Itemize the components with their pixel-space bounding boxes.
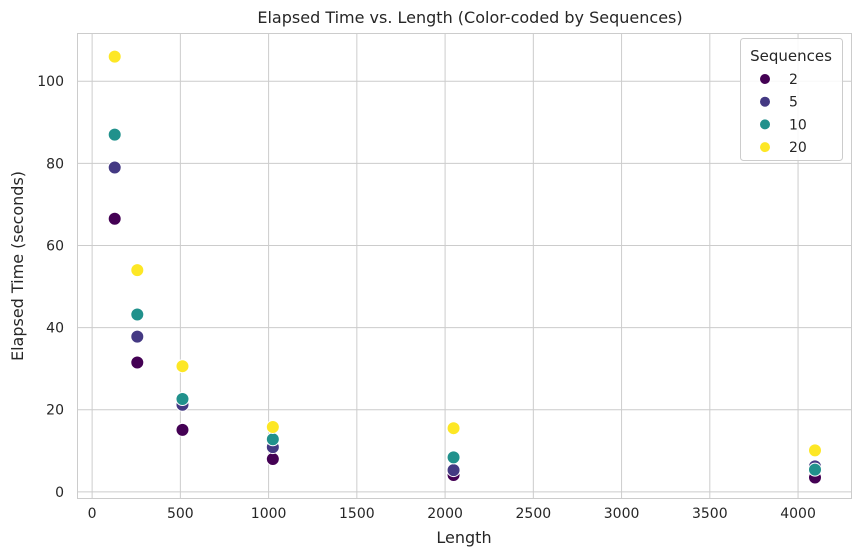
x-tick-label: 0 — [88, 506, 97, 522]
data-point — [130, 307, 145, 322]
y-tick-label: 20 — [46, 403, 64, 419]
legend-marker — [759, 118, 771, 131]
legend-label: 10 — [789, 117, 807, 133]
data-point — [265, 432, 280, 447]
data-point — [107, 127, 122, 142]
legend: Sequences 2 5 10 20 — [740, 38, 843, 161]
y-tick-label: 80 — [46, 156, 64, 172]
x-tick-label: 2500 — [516, 506, 552, 522]
y-tick-label: 0 — [55, 485, 64, 501]
data-point — [807, 443, 822, 458]
data-point — [130, 263, 145, 278]
data-point — [265, 419, 280, 434]
x-tick-label: 500 — [167, 506, 194, 522]
data-point — [107, 211, 122, 226]
x-axis-ticks: 0 500 1000 1500 2000 2500 3000 3500 4000 — [88, 506, 816, 522]
x-axis-label: Length — [436, 528, 491, 547]
data-point — [107, 49, 122, 64]
plot-area-frame — [77, 33, 852, 499]
data-point — [130, 329, 145, 344]
x-tick-label: 3500 — [692, 506, 728, 522]
data-point — [446, 463, 461, 478]
y-tick-label: 40 — [46, 321, 64, 337]
x-tick-label: 4000 — [780, 506, 816, 522]
y-tick-label: 60 — [46, 238, 64, 254]
y-axis-label: Elapsed Time (seconds) — [8, 171, 27, 361]
y-tick-label: 100 — [37, 74, 64, 90]
legend-marker — [759, 95, 771, 108]
data-point — [446, 421, 461, 436]
x-tick-label: 3000 — [604, 506, 640, 522]
data-point — [175, 392, 190, 407]
x-tick-label: 1000 — [251, 506, 287, 522]
data-point — [446, 450, 461, 465]
data-point — [175, 422, 190, 437]
data-points — [107, 49, 822, 485]
legend-title: Sequences — [750, 47, 832, 65]
chart-title: Elapsed Time vs. Length (Color-coded by … — [257, 8, 682, 27]
y-axis-ticks: 0 20 40 60 80 100 — [37, 74, 64, 501]
legend-label: 20 — [789, 140, 807, 156]
data-point — [807, 462, 822, 477]
data-point — [175, 359, 190, 374]
legend-marker — [759, 141, 771, 154]
data-point — [130, 355, 145, 370]
legend-marker — [759, 73, 771, 85]
x-tick-label: 1500 — [339, 506, 375, 522]
grid — [78, 34, 851, 498]
data-point — [107, 160, 122, 175]
legend-label: 5 — [789, 95, 798, 111]
x-tick-label: 2000 — [427, 506, 463, 522]
legend-label: 2 — [789, 72, 798, 88]
data-point — [265, 451, 280, 466]
